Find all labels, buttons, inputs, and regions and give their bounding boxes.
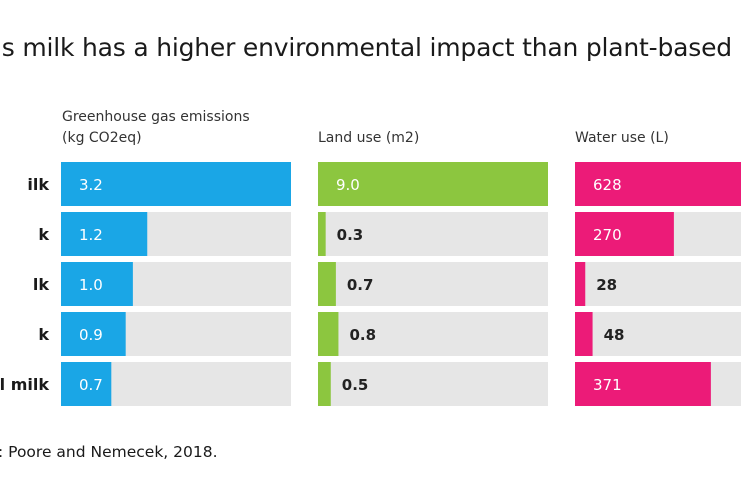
- bar: [61, 362, 112, 406]
- bar-value-label: 0.8: [349, 326, 376, 344]
- category-label: lk: [33, 275, 49, 294]
- bar-track: [318, 362, 548, 406]
- bar: [61, 212, 148, 256]
- bar-value-label: 1.2: [79, 226, 103, 244]
- bar-track: [318, 312, 548, 356]
- bar-value-label: 1.0: [79, 276, 103, 294]
- bar-value-label: 9.0: [336, 176, 360, 194]
- bar: [318, 362, 331, 406]
- bar: [575, 262, 586, 306]
- panel-header-label: Greenhouse gas emissions: [62, 109, 250, 125]
- bar-value-label: 0.7: [79, 376, 103, 394]
- category-label: l milk: [0, 375, 49, 394]
- bar-value-label: 628: [593, 176, 622, 194]
- bar: [575, 312, 593, 356]
- bar-value-label: 270: [593, 226, 622, 244]
- panel-header-label: (kg CO2eq): [62, 130, 142, 146]
- panel-header-label: Water use (L): [575, 130, 669, 146]
- category-label: k: [38, 225, 49, 244]
- bar-value-label: 371: [593, 376, 622, 394]
- category-label: k: [38, 325, 49, 344]
- bar: [318, 212, 326, 256]
- bar-track: [575, 262, 741, 306]
- source-note: : Poore and Nemecek, 2018.: [0, 443, 218, 461]
- bar: [61, 312, 126, 356]
- bar: [318, 162, 548, 206]
- bar-value-label: 48: [604, 326, 625, 344]
- bar: [61, 162, 291, 206]
- bar: [575, 162, 741, 206]
- bar-value-label: 0.9: [79, 326, 103, 344]
- panel-header-label: Land use (m2): [318, 130, 419, 146]
- bar: [61, 262, 133, 306]
- chart-title: ’s milk has a higher environmental impac…: [0, 33, 732, 62]
- bar-value-label: 3.2: [79, 176, 103, 194]
- bar-track: [318, 262, 548, 306]
- bar: [575, 362, 711, 406]
- bar-value-label: 28: [596, 276, 617, 294]
- bar: [575, 212, 674, 256]
- bar: [318, 262, 336, 306]
- bar-value-label: 0.5: [342, 376, 369, 394]
- bar-track: [575, 312, 741, 356]
- bar-value-label: 0.7: [347, 276, 374, 294]
- bar: [318, 312, 339, 356]
- bar-track: [318, 212, 548, 256]
- bar-value-label: 0.3: [337, 226, 364, 244]
- category-label: ilk: [27, 175, 49, 194]
